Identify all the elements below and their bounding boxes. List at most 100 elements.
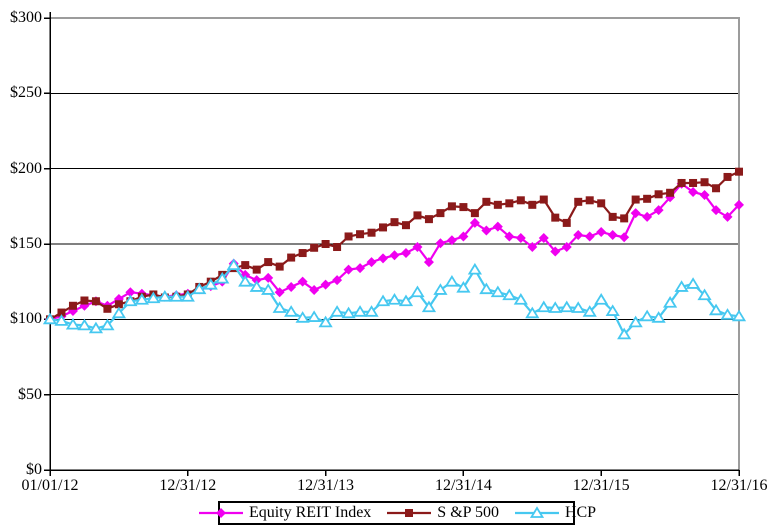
data-point-marker bbox=[662, 296, 678, 308]
data-point-marker bbox=[505, 199, 514, 208]
data-point-marker bbox=[355, 263, 366, 274]
data-point-marker bbox=[631, 195, 640, 204]
data-point-marker bbox=[712, 184, 721, 193]
data-point-marker bbox=[536, 300, 551, 313]
data-point-marker bbox=[309, 284, 320, 295]
data-point-marker bbox=[42, 312, 58, 325]
data-point-marker bbox=[562, 218, 571, 227]
x-axis-tick-label: 01/01/12 bbox=[21, 477, 79, 494]
x-axis-tick-label: 12/31/13 bbox=[297, 477, 355, 494]
data-point-marker bbox=[605, 304, 620, 316]
data-point-marker bbox=[720, 308, 735, 320]
data-point-marker bbox=[574, 197, 583, 206]
y-axis-tick-label: $50 bbox=[18, 385, 42, 403]
data-point-marker bbox=[619, 232, 630, 243]
data-point-marker bbox=[492, 221, 503, 232]
data-point-marker bbox=[699, 190, 710, 201]
data-point-marker bbox=[640, 309, 655, 322]
data-point-marker bbox=[582, 305, 597, 317]
y-axis-tick-label: $150 bbox=[10, 235, 42, 252]
data-point-marker bbox=[274, 287, 285, 298]
data-point-marker bbox=[297, 276, 308, 287]
data-point-marker bbox=[529, 506, 545, 518]
data-point-marker bbox=[436, 209, 445, 218]
hcp-line-icon bbox=[514, 506, 559, 518]
data-point-marker bbox=[344, 232, 353, 241]
data-point-marker bbox=[310, 243, 319, 252]
data-point-marker bbox=[504, 231, 515, 242]
data-point-marker bbox=[80, 296, 89, 305]
data-point-marker bbox=[320, 279, 331, 290]
data-point-marker bbox=[203, 277, 218, 290]
data-point-marker bbox=[287, 253, 296, 262]
data-point-marker bbox=[597, 199, 606, 208]
data-point-marker bbox=[400, 248, 411, 259]
data-point-marker bbox=[688, 187, 699, 198]
data-point-marker bbox=[470, 209, 479, 218]
data-point-marker bbox=[356, 230, 365, 239]
data-point-marker bbox=[607, 229, 618, 240]
data-point-marker bbox=[318, 315, 333, 328]
data-point-marker bbox=[424, 215, 433, 224]
data-point-marker bbox=[91, 297, 100, 306]
data-point-marker bbox=[689, 178, 698, 187]
data-point-marker bbox=[459, 203, 468, 212]
data-point-marker bbox=[111, 306, 127, 319]
data-point-marker bbox=[513, 293, 528, 305]
data-point-marker bbox=[734, 199, 744, 210]
data-point-marker bbox=[551, 213, 560, 222]
data-point-marker bbox=[479, 282, 494, 295]
data-point-marker bbox=[735, 167, 743, 176]
data-point-marker bbox=[77, 318, 92, 331]
data-point-marker bbox=[398, 294, 414, 307]
data-point-marker bbox=[731, 309, 747, 322]
data-point-marker bbox=[538, 232, 549, 243]
data-point-marker bbox=[261, 283, 276, 295]
data-point-marker bbox=[169, 290, 184, 302]
data-point-marker bbox=[295, 311, 310, 323]
data-point-marker bbox=[685, 277, 701, 289]
data-point-marker bbox=[456, 280, 471, 293]
data-point-marker bbox=[125, 287, 136, 298]
data-point-marker bbox=[697, 288, 712, 301]
x-axis-tick-label: 12/31/14 bbox=[434, 477, 492, 494]
y-axis-tick-label: $250 bbox=[10, 84, 42, 102]
data-point-marker bbox=[469, 217, 480, 228]
data-point-marker bbox=[467, 262, 482, 275]
data-point-marker bbox=[364, 305, 379, 317]
data-point-marker bbox=[252, 265, 261, 274]
data-point-marker bbox=[241, 261, 250, 270]
data-point-marker bbox=[329, 305, 345, 317]
legend-label-equity-reit-index: Equity REIT Index bbox=[248, 504, 372, 521]
data-point-marker bbox=[412, 242, 423, 253]
data-point-marker bbox=[389, 250, 400, 261]
data-point-marker bbox=[192, 282, 207, 295]
data-point-marker bbox=[423, 257, 434, 268]
equity-reit-line-icon bbox=[198, 508, 243, 518]
legend-item-hcp: HCP bbox=[513, 504, 596, 522]
legend: Equity REIT Index S &P 500 HCP bbox=[198, 501, 596, 525]
data-point-marker bbox=[490, 285, 505, 298]
data-point-marker bbox=[433, 283, 448, 295]
data-point-marker bbox=[343, 264, 354, 275]
data-point-marker bbox=[585, 196, 594, 205]
data-point-marker bbox=[321, 240, 330, 248]
x-axis-tick-label: 12/31/15 bbox=[572, 477, 630, 494]
legend-item-sp500: S &P 500 bbox=[385, 504, 499, 522]
data-point-marker bbox=[405, 509, 414, 517]
data-point-marker bbox=[249, 280, 264, 292]
data-point-marker bbox=[643, 194, 652, 203]
data-point-marker bbox=[180, 290, 195, 302]
data-point-marker bbox=[653, 205, 664, 216]
data-point-marker bbox=[502, 288, 517, 301]
data-point-marker bbox=[516, 196, 525, 205]
data-point-marker bbox=[251, 275, 262, 286]
data-point-marker bbox=[367, 228, 376, 237]
data-point-marker bbox=[387, 293, 402, 305]
data-point-marker bbox=[286, 281, 297, 292]
data-point-marker bbox=[711, 205, 722, 216]
data-point-marker bbox=[114, 300, 123, 309]
data-point-marker bbox=[375, 294, 391, 307]
